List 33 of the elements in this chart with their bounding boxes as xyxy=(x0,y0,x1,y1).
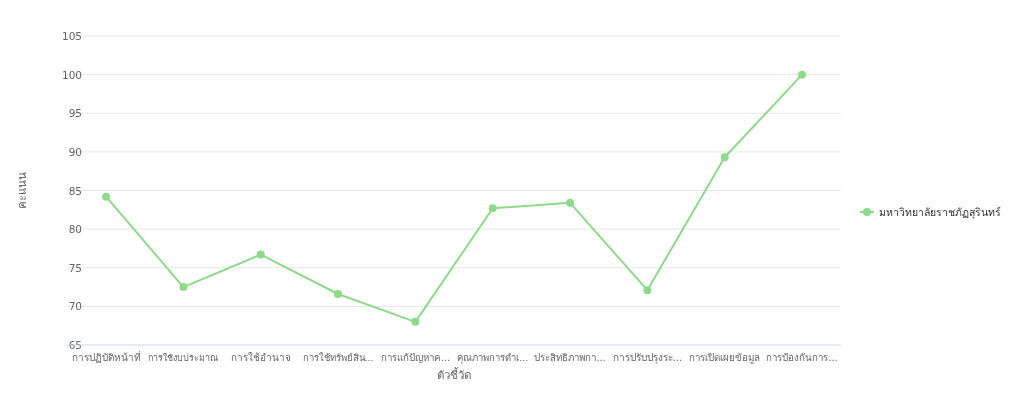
point xyxy=(102,192,111,201)
x-tick-label: การใช้อำนาจ xyxy=(230,352,291,363)
y-tick-label: 90 xyxy=(68,145,82,158)
x-tick-label: การปฏิบัติหน้าที่ xyxy=(71,350,141,363)
point xyxy=(179,283,188,292)
point xyxy=(256,250,265,259)
x-axis-title: ตัวชี้วัด xyxy=(437,367,472,382)
x-tick-label: การเปิดเผยข้อมูล xyxy=(689,352,761,364)
y-tick-label: 65 xyxy=(68,339,82,351)
y-axis-title: คะแนน xyxy=(15,172,29,209)
point xyxy=(720,153,729,162)
x-tick-label: การป้องกันการ... xyxy=(766,352,838,363)
x-tick-label: ประสิทธิภาพกา... xyxy=(534,352,606,363)
y-tick-label: 100 xyxy=(61,68,82,81)
x-tick-label: การแก้ปัญหาค... xyxy=(380,352,451,363)
y-tick-label: 105 xyxy=(61,30,82,42)
point xyxy=(566,198,575,207)
x-tick-label: การใช้ทรัพย์สิน... xyxy=(302,352,374,363)
y-tick-label: 80 xyxy=(68,223,82,236)
y-tick-label: 70 xyxy=(68,300,82,313)
legend-label: มหาวิทยาลัยราชภัฏสุรินทร์ xyxy=(879,206,1001,219)
x-tick-label: คุณภาพการดำเ... xyxy=(457,352,529,364)
point xyxy=(643,286,652,295)
legend: มหาวิทยาลัยราชภัฏสุรินทร์ xyxy=(859,206,1001,218)
y-tick-label: 75 xyxy=(68,261,82,274)
point xyxy=(411,317,420,326)
y-tick-label: 85 xyxy=(68,184,82,197)
point xyxy=(488,204,497,213)
x-tick-label: การปรับปรุงระ... xyxy=(612,352,683,364)
point xyxy=(798,70,807,79)
x-tick-label: การใช้งบประมาณ xyxy=(148,353,219,363)
y-tick-label: 95 xyxy=(68,107,82,120)
point xyxy=(334,290,343,299)
